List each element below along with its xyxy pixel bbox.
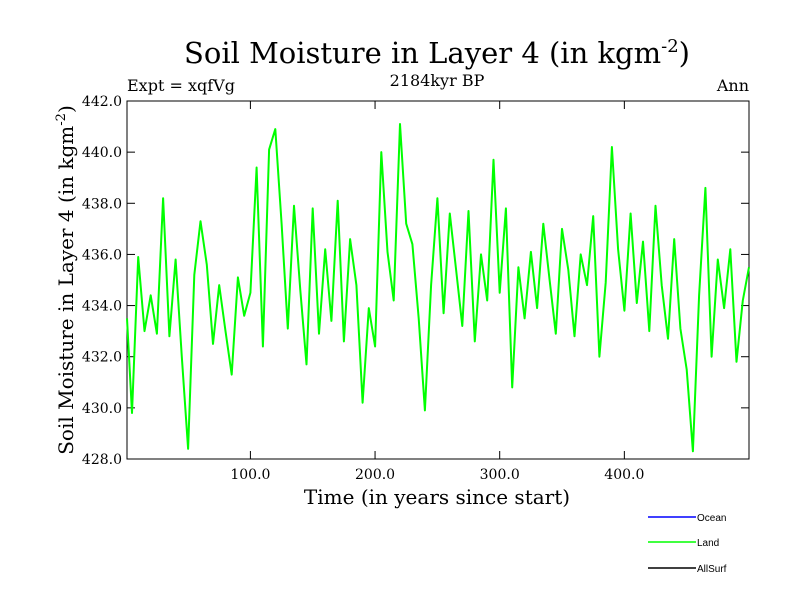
series-line-land bbox=[126, 123, 750, 453]
y-axis-label-sup: -2 bbox=[54, 113, 69, 126]
x-tick-label: 100.0 bbox=[230, 467, 270, 483]
chart-title: Soil Moisture in Layer 4 (in kgm-2) bbox=[184, 36, 690, 70]
y-tick-label: 438.0 bbox=[82, 196, 122, 212]
chart-title-sup: -2 bbox=[661, 36, 679, 57]
y-tick-label: 440.0 bbox=[82, 145, 122, 161]
subtitle-left: Expt = xqfVg bbox=[127, 76, 235, 95]
legend-label-land: Land bbox=[697, 538, 719, 549]
x-tick-label: 200.0 bbox=[355, 467, 395, 483]
series-layer bbox=[126, 123, 750, 453]
x-axis-label: Time (in years since start) bbox=[304, 485, 570, 509]
y-axis-label-suffix: ) bbox=[54, 105, 78, 113]
x-tick-label: 400.0 bbox=[604, 467, 644, 483]
y-axis-label-main: Soil Moisture in Layer 4 (in kgm bbox=[54, 126, 78, 455]
legend: Ocean Land AllSurf bbox=[648, 513, 727, 575]
legend-label-allsurf: AllSurf bbox=[697, 564, 727, 575]
legend-label-ocean: Ocean bbox=[697, 513, 726, 524]
y-tick-label: 434.0 bbox=[82, 299, 122, 315]
chart-title-suffix: ) bbox=[679, 36, 690, 70]
y-tick-label: 430.0 bbox=[82, 401, 122, 417]
x-tick-label: 300.0 bbox=[480, 467, 520, 483]
y-tick-label: 432.0 bbox=[82, 350, 122, 366]
plot-frame bbox=[126, 100, 750, 460]
y-axis: 428.0 430.0 432.0 434.0 436.0 438.0 440.0 442.0 bbox=[82, 94, 749, 468]
y-tick-label: 436.0 bbox=[82, 247, 122, 263]
x-axis: 100.0 200.0 300.0 400.0 bbox=[230, 101, 644, 483]
y-tick-label: 428.0 bbox=[82, 452, 122, 468]
subtitle-right: Ann bbox=[716, 76, 749, 95]
y-tick-label: 442.0 bbox=[82, 94, 122, 110]
subtitle-center: 2184kyr BP bbox=[390, 71, 485, 90]
chart-title-main: Soil Moisture in Layer 4 (in kgm bbox=[184, 36, 661, 70]
y-axis-label: Soil Moisture in Layer 4 (in kgm-2) bbox=[54, 105, 78, 455]
